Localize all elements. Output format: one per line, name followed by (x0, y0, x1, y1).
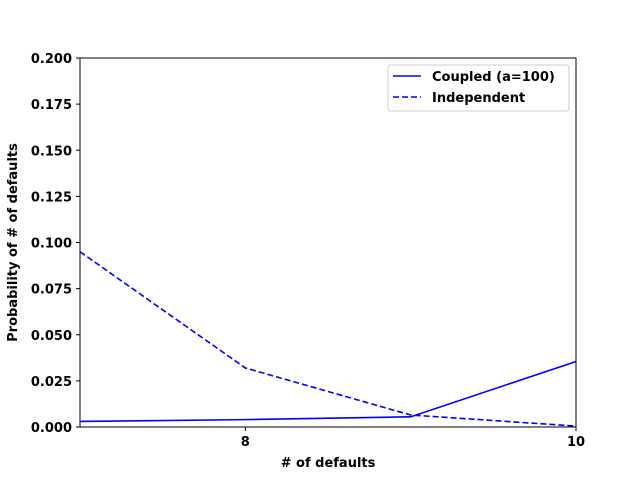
y-tick-label: 0.175 (31, 98, 72, 113)
legend-box (387, 64, 570, 112)
x-tick-label: 10 (567, 435, 585, 450)
y-tick-label: 0.200 (31, 52, 72, 67)
y-tick-label: 0.025 (31, 375, 72, 390)
y-tick-label: 0.050 (31, 329, 72, 344)
legend: Coupled (a=100) Independent (387, 64, 570, 112)
legend-label: Independent (432, 91, 525, 106)
y-tick-label: 0.000 (31, 421, 72, 436)
x-axis-label: # of defaults (281, 456, 376, 471)
y-axis-label: Probability of # of defaults (6, 143, 21, 342)
legend-label: Coupled (a=100) (432, 70, 555, 85)
x-axis: 8 10 (241, 427, 585, 450)
series-line-2 (80, 251, 576, 427)
x-tick-label: 8 (241, 435, 250, 450)
series-line-1 (80, 360, 576, 423)
y-tick-label: 0.075 (31, 283, 72, 298)
y-axis: 0.000 0.025 0.050 0.075 0.100 0.125 0.150 0.175… (31, 52, 80, 436)
y-tick-label: 0.125 (31, 190, 72, 205)
plot-frame (79, 57, 577, 428)
y-tick-label: 0.150 (31, 144, 72, 159)
y-tick-label: 0.100 (31, 237, 72, 252)
series-layer (80, 251, 576, 427)
